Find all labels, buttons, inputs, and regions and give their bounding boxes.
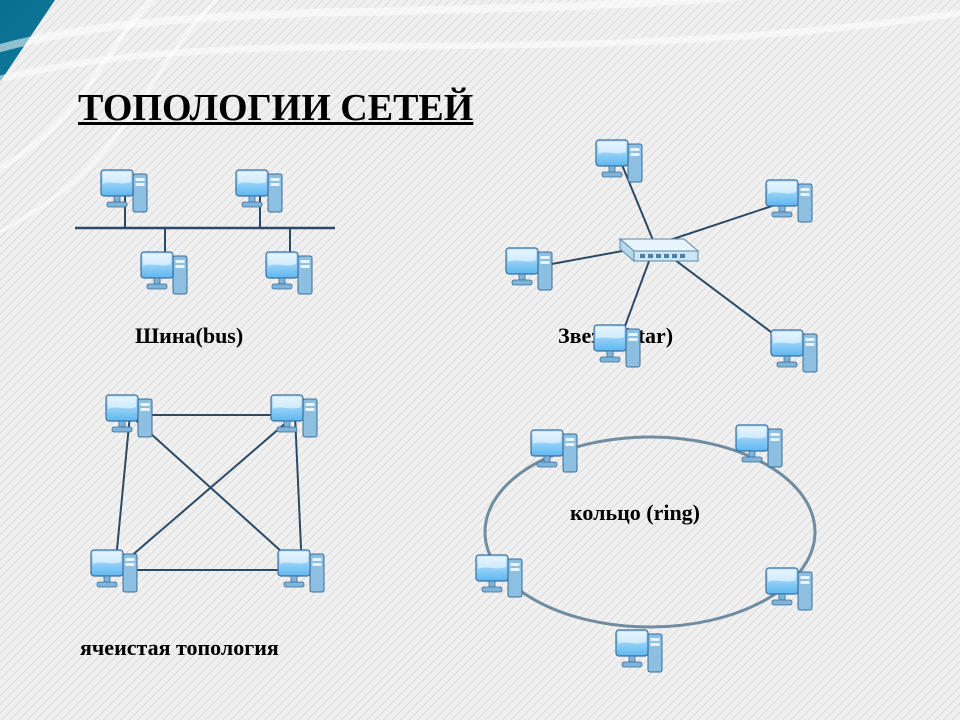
mesh-node-3 bbox=[274, 542, 330, 598]
ring-node-2 bbox=[472, 547, 528, 603]
star-node-1 bbox=[762, 172, 818, 228]
star-node-0 bbox=[592, 132, 648, 188]
star-node-2 bbox=[502, 240, 558, 296]
mesh-node-1 bbox=[267, 387, 323, 443]
ring-node-0 bbox=[527, 422, 583, 478]
bus-node-2 bbox=[137, 244, 193, 300]
mesh-node-2 bbox=[87, 542, 143, 598]
label-mesh: ячеистая топология bbox=[80, 635, 279, 661]
bus-node-1 bbox=[232, 162, 288, 218]
bus-node-0 bbox=[97, 162, 153, 218]
slide-title: ТОПОЛОГИИ СЕТЕЙ bbox=[78, 86, 473, 130]
star-node-3 bbox=[767, 322, 823, 378]
bus-node-3 bbox=[262, 244, 318, 300]
ring-node-3 bbox=[762, 560, 818, 616]
mesh-node-0 bbox=[102, 387, 158, 443]
label-bus: Шина(bus) bbox=[135, 323, 243, 349]
label-ring: кольцо (ring) bbox=[570, 500, 700, 526]
content-layer: ТОПОЛОГИИ СЕТЕЙ Шина(bus) Звезда(star) яче… bbox=[0, 0, 960, 720]
label-star: Звезда(star) bbox=[558, 323, 673, 349]
ring-node-4 bbox=[612, 622, 668, 678]
star-hub bbox=[610, 225, 700, 265]
ring-node-1 bbox=[732, 417, 788, 473]
